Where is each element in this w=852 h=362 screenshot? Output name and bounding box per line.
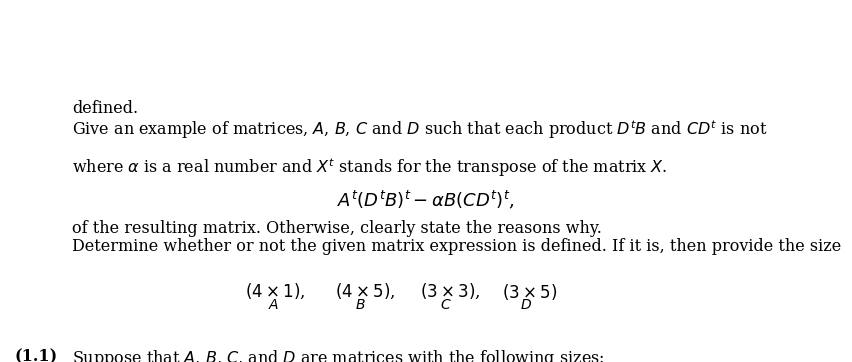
Text: Give an example of matrices, $\mathit{A}$, $\mathit{B}$, $\mathit{C}$ and $\math: Give an example of matrices, $\mathit{A}… [72,118,768,141]
Text: $B$: $B$ [355,298,366,312]
Text: $A$: $A$ [268,298,279,312]
Text: $(3 \times 3)$,: $(3 \times 3)$, [420,282,481,301]
Text: defined.: defined. [72,100,138,117]
Text: Suppose that $\mathit{A}$, $\mathit{B}$, $\mathit{C}$, and $\mathit{D}$ are matr: Suppose that $\mathit{A}$, $\mathit{B}$,… [72,348,604,362]
Text: $C$: $C$ [440,298,452,312]
Text: where $\alpha$ is a real number and $X^t$ stands for the transpose of the matrix: where $\alpha$ is a real number and $X^t… [72,156,668,179]
Text: $(3 \times 5)$: $(3 \times 5)$ [502,282,557,302]
Text: $A^t(D^tB)^t - \alpha B(CD^t)^t$,: $A^t(D^tB)^t - \alpha B(CD^t)^t$, [337,189,515,211]
Text: $D$: $D$ [520,298,532,312]
Text: of the resulting matrix. Otherwise, clearly state the reasons why.: of the resulting matrix. Otherwise, clea… [72,220,602,237]
Text: (1.1): (1.1) [15,348,58,362]
Text: $(4 \times 5)$,: $(4 \times 5)$, [335,282,395,301]
Text: $(4 \times 1)$,: $(4 \times 1)$, [245,282,305,301]
Text: Determine whether or not the given matrix expression is defined. If it is, then : Determine whether or not the given matri… [72,238,841,255]
